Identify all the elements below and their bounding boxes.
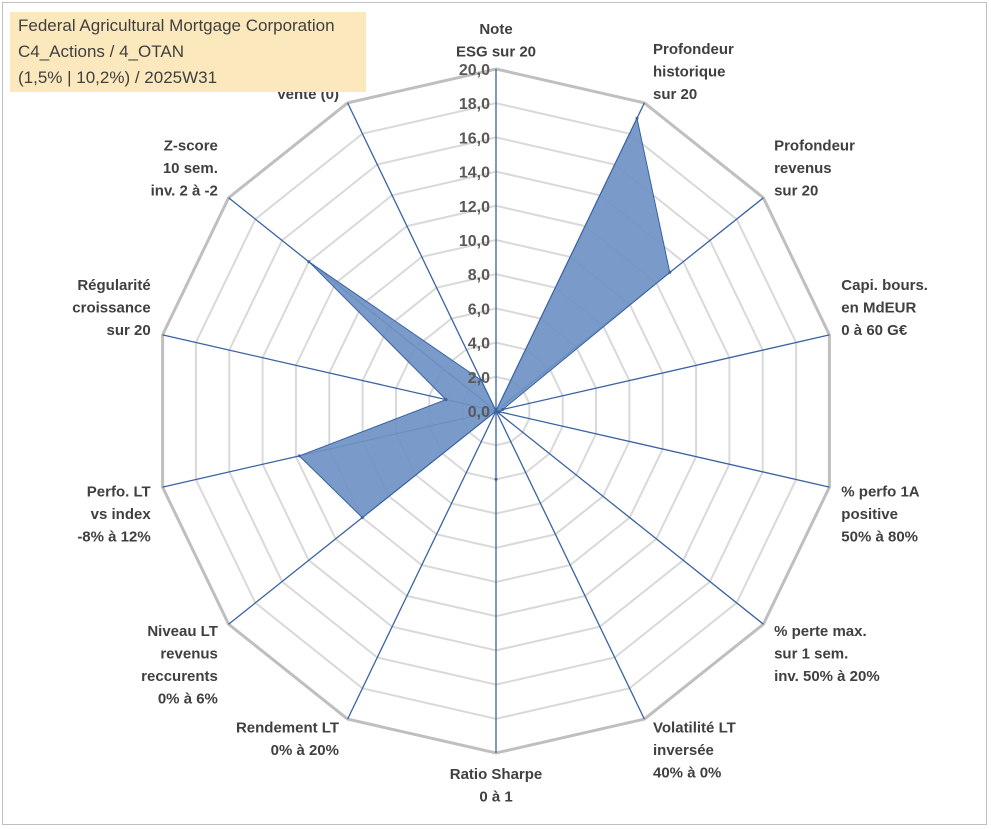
tick-label: 10,0 [459,233,490,250]
axis-label: 10 sem. [163,160,218,177]
axis-label: en MdEUR [841,300,916,317]
axis-label: 0% à 20% [271,742,339,759]
period-label: (1,5% | 10,2%) / 2025W31 [18,68,218,87]
axis-label: 40% à 0% [653,765,721,782]
axis-label: sur 1 sem. [774,646,848,663]
data-point [668,270,672,274]
axis-label: Z-score [164,138,218,155]
data-point [479,378,483,382]
axis-label: 50% à 80% [841,528,918,545]
axis-label: Rendement LT [236,720,339,737]
data-point [444,398,448,402]
data-point [360,516,364,520]
data-point [635,116,639,120]
tick-label: 6,0 [468,301,490,318]
axis-label: sur 20 [774,183,818,200]
axis-label: inversée [653,742,714,759]
axis-label: Profondeur [653,41,734,58]
tick-label: 8,0 [468,267,490,284]
axis-label: sur 20 [106,322,150,339]
info-box: Federal Agricultural Mortgage Corporatio… [10,12,366,92]
tick-label: 16,0 [459,130,490,147]
tick-label: 12,0 [459,199,490,216]
axis-label: Capi. bours. [841,277,928,294]
axis-label: historique [653,64,726,81]
axis-label: Niveau LT [147,623,218,640]
axis-label: Note [479,21,512,38]
axis-label: 0 à 60 G€ [841,322,908,339]
axis-spoke [495,410,645,720]
axis-spoke [347,102,497,412]
axis-label: croissance [72,300,150,317]
tick-label: 14,0 [459,165,490,182]
axis-label: 0% à 6% [158,691,218,708]
axis-spoke [347,410,497,720]
data-point [501,408,505,411]
axis-label: ESG sur 20 [456,44,536,61]
axis-label: reccurents [141,668,218,685]
axis-label: inv. 50% à 20% [774,668,880,685]
axis-label: Régularité [77,277,150,294]
axis-label: Ratio Sharpe [450,766,543,783]
data-point [494,409,498,413]
axis-spoke [162,334,497,412]
data-point [494,477,498,481]
axis-label: % perfo 1A [841,483,920,500]
data-point [497,410,501,414]
axis-label: vs index [91,506,152,523]
axis-label: % perte max. [774,623,867,640]
tick-label: 20,0 [459,62,490,79]
tick-label: 4,0 [468,336,490,353]
axis-label: revenus [160,646,218,663]
tick-label: 0,0 [468,404,490,421]
data-series-area [298,116,671,519]
axis-label: inv. 2 à -2 [151,183,218,200]
axis-label: Profondeur [774,138,855,155]
radar-series [297,116,672,520]
axis-spoke [495,334,830,412]
axis-spoke [495,410,764,625]
axis-label: revenus [774,160,832,177]
company-name: Federal Agricultural Mortgage Corporatio… [18,16,335,35]
data-point [297,454,301,458]
radar-tick-labels: 0,0 2,0 4,0 6,0 8,0 10,0 12,0 14,0 16,0 18,0 20,0 [459,62,490,421]
tick-label: 2,0 [468,370,490,387]
data-point [307,260,311,264]
axis-label: Volatilité LT [653,720,736,737]
axis-spoke [495,410,830,488]
axis-label: sur 20 [653,86,697,103]
axis-label: positive [841,506,898,523]
axis-label: -8% à 12% [77,528,150,545]
tick-label: 18,0 [459,96,490,113]
category-label: C4_Actions / 4_OTAN [18,42,184,61]
axis-label: Perfo. LT [87,483,151,500]
axis-label: 0 à 1 [479,789,512,806]
